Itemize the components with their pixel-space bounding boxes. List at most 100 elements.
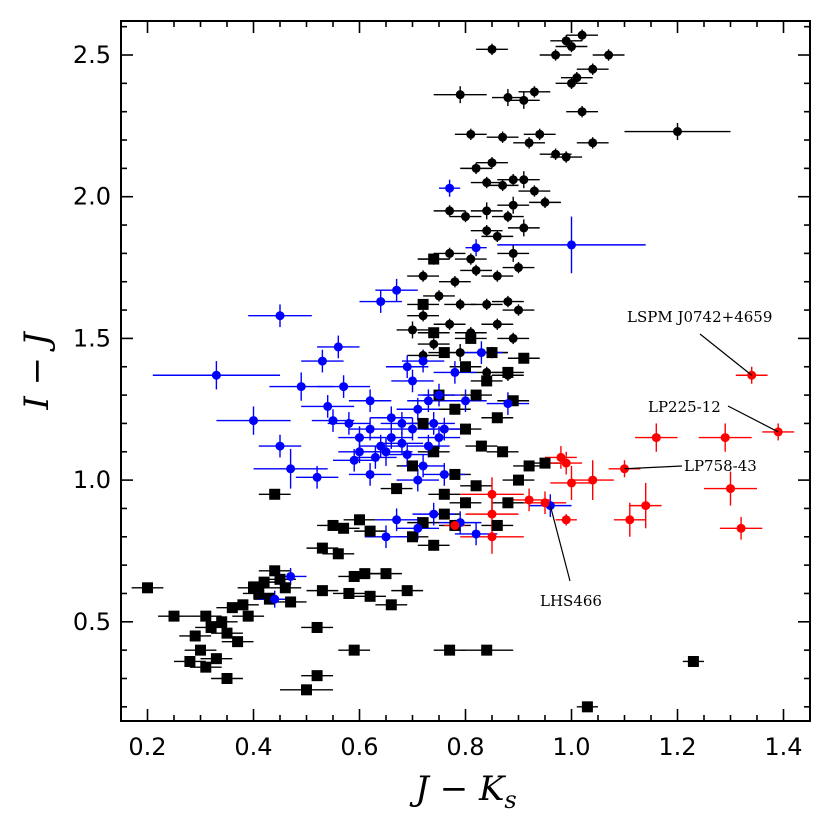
black-circles-point [519,95,529,105]
black-squares-point [258,576,270,588]
black-circles-point [508,200,518,210]
black-squares-point [687,655,699,667]
blue-circles-point [471,529,481,539]
black-circles-point [498,180,508,190]
blue-circles-point [413,475,423,485]
black-circles-point [418,311,428,321]
red-circles-point [487,509,497,519]
black-circles-point [567,78,576,88]
black-squares-point [417,298,429,310]
black-circles-point [535,129,545,139]
x-tick-label: 1.2 [658,733,696,761]
black-squares-point [380,568,392,580]
black-circles-point [492,231,502,241]
blue-circles-point [429,418,439,428]
y-tick-label: 2.5 [73,41,111,69]
black-circles-point [466,254,476,264]
red-circles-point [524,495,534,505]
x-tick-label: 0.6 [340,733,378,761]
black-squares-point [449,403,461,415]
annotation-leader [727,405,779,433]
black-circles-point [572,73,582,83]
blue-circles-point [450,367,460,377]
black-squares-point [428,539,440,551]
blue-circles-point [418,461,428,471]
black-squares-point [359,568,371,580]
blue-circles-point [397,418,407,428]
blue-circles-point [408,376,417,386]
black-squares-point [481,644,493,656]
black-circles-point [482,367,492,377]
black-squares-point [364,525,376,537]
black-squares-point [401,585,413,597]
black-squares-point [269,488,281,500]
black-circles-point [514,263,523,273]
black-squares-point [497,446,509,458]
black-squares-point [460,361,471,373]
black-circles-point [455,90,465,100]
red-circles-point [487,532,497,542]
blue-circles-point [445,183,455,193]
black-circles-point [487,158,497,168]
red-circles-point [561,458,571,468]
blue-circles-point [392,285,402,295]
black-circles-point [529,87,539,97]
black-circles-point [408,325,417,335]
y-tick-label: 1.0 [73,466,111,494]
black-squares-point [407,531,418,543]
black-squares-point [189,630,201,642]
black-circles-point [434,291,444,301]
black-squares-point [385,599,397,611]
black-circles-point [429,339,439,349]
black-circles-point [503,212,513,222]
black-squares-point [518,352,530,364]
annotation-leader [624,465,683,470]
black-circles-point [508,248,518,258]
black-circles-point [519,223,529,233]
blue-circles-point [365,396,375,406]
annotation-label: LHS466 [540,592,602,610]
black-squares-point [253,587,265,599]
black-squares-point [279,582,291,594]
blue-circles-point [503,399,513,409]
red-circles-point [625,515,635,525]
black-squares-point [210,653,222,665]
blue-circles-point [471,243,481,253]
blue-circles-point [402,362,412,372]
black-squares-point [332,548,344,560]
annotation-label: LP758-43 [684,457,757,475]
black-squares-point [248,582,259,594]
blue-circles-point [355,433,364,443]
black-squares-point [354,514,365,526]
black-circles-point [455,348,465,358]
blue-circles-point [323,401,333,411]
black-squares-point [491,412,503,424]
black-circles-point [561,36,571,46]
y-tick-label: 0.5 [73,608,111,636]
black-circles-point [466,129,476,139]
blue-circles-point [461,396,470,406]
black-squares-point [263,593,275,605]
black-squares-point [285,596,297,608]
black-squares-point [391,483,403,495]
blue-circles-point [434,433,444,443]
black-squares-point [465,332,477,344]
blue-circles-point [429,509,439,519]
blue-circles-point [381,532,391,542]
black-squares-point [232,636,244,648]
points-layer [142,30,783,713]
black-circles-point [461,212,470,222]
black-circles-point [471,163,481,173]
black-squares-point [502,497,514,509]
red-circles-point [720,433,730,443]
black-squares-point [316,585,328,597]
black-circles-point [450,277,460,287]
red-circles-point [567,478,576,488]
black-squares-point [417,417,429,429]
black-squares-point [507,395,519,407]
black-squares-point [475,440,487,452]
black-circles-point [508,333,518,343]
red-circles-point [726,484,735,494]
red-circles-point [736,523,746,533]
black-squares-point [348,644,360,656]
